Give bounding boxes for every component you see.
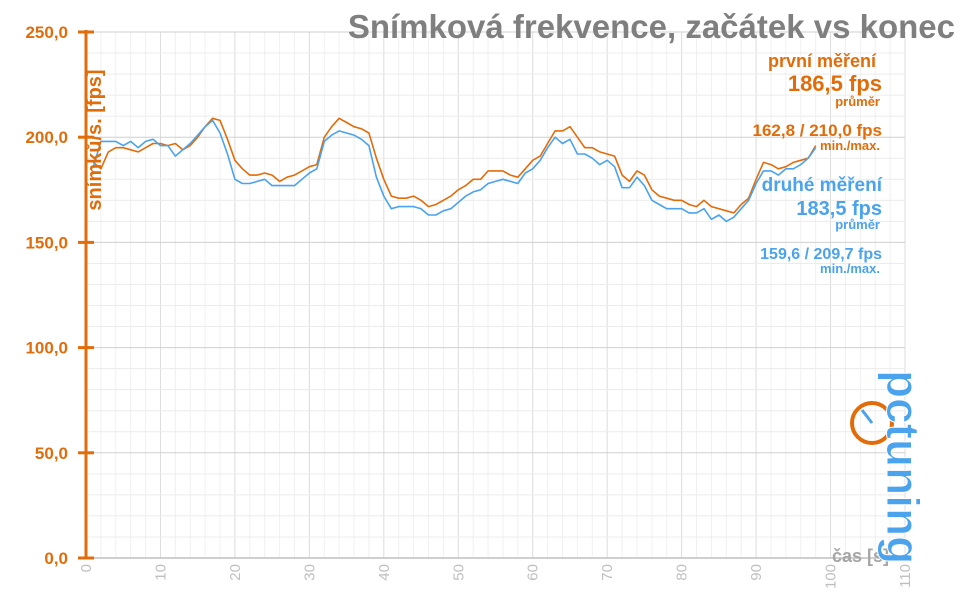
x-tick-label: 70: [599, 564, 616, 581]
series2-label: druhé měření: [762, 175, 883, 196]
x-tick-label: 30: [301, 564, 318, 581]
x-tick-label: 110: [897, 564, 914, 588]
y-tick-label: 200,0: [25, 128, 68, 147]
series-lines: [92, 117, 817, 223]
x-tick-label: 100: [823, 564, 840, 589]
x-tick-label: 90: [748, 564, 765, 581]
y-tick-label: 250,0: [25, 23, 68, 42]
series1-minmax-label: min./max.: [820, 138, 880, 153]
series2-average-label: průměr: [835, 217, 880, 232]
y-tick-label: 0,0: [44, 549, 68, 568]
series-line-2: [92, 119, 817, 223]
pctuning-logo: pctuning: [850, 370, 930, 565]
logo-gauge-icon: [850, 401, 894, 445]
logo-wordmark: pctuning: [877, 370, 929, 564]
series1-average: 186,5 fps: [788, 71, 882, 96]
chart-title: Snímková frekvence, začátek vs konec: [348, 8, 955, 45]
series2-minmax: 159,6 / 209,7 fps: [760, 246, 882, 263]
x-tick-label: 40: [376, 564, 393, 581]
y-tick-label: 150,0: [25, 233, 68, 252]
x-tick-label: 50: [450, 564, 467, 581]
series1-average-label: průměr: [835, 94, 880, 109]
x-tick-label: 80: [674, 564, 691, 581]
series2-average: 183,5 fps: [796, 198, 882, 220]
series2-summary: druhé měření 183,5 fps průměr 159,6 / 20…: [760, 175, 883, 276]
axes: [84, 30, 905, 559]
series1-label: první měření: [768, 51, 877, 71]
x-tick-label: 60: [525, 564, 542, 581]
ticks: 0,0 50,0 100,0 150,0 200,0 250,0 0 10 20 30 40 50 60…: [25, 23, 914, 589]
y-axis-label: snímků/s. [fps]: [84, 69, 106, 210]
series1-summary: první měření 186,5 fps průměr 162,8 / 21…: [753, 51, 882, 153]
series-line-1: [92, 117, 817, 214]
x-tick-label: 20: [227, 564, 244, 581]
series1-minmax: 162,8 / 210,0 fps: [753, 121, 882, 140]
x-axis-label: čas [s]: [832, 546, 889, 566]
grid: [85, 31, 906, 559]
x-tick-label: 10: [152, 564, 169, 581]
x-tick-label: 0: [78, 564, 95, 572]
series2-minmax-label: min./max.: [820, 261, 880, 276]
y-tick-label: 100,0: [25, 339, 68, 358]
y-tick-label: 50,0: [35, 444, 68, 463]
